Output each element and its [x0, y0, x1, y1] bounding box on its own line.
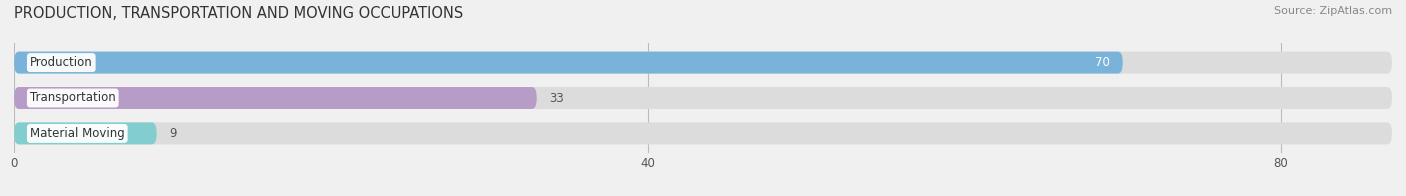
Text: Production: Production [30, 56, 93, 69]
Text: Material Moving: Material Moving [30, 127, 125, 140]
Text: Source: ZipAtlas.com: Source: ZipAtlas.com [1274, 6, 1392, 16]
Text: Transportation: Transportation [30, 92, 115, 104]
FancyBboxPatch shape [14, 52, 1392, 74]
FancyBboxPatch shape [14, 122, 156, 144]
FancyBboxPatch shape [14, 87, 1392, 109]
Text: 33: 33 [550, 92, 564, 104]
FancyBboxPatch shape [14, 122, 1392, 144]
Text: 70: 70 [1095, 56, 1109, 69]
FancyBboxPatch shape [14, 52, 1123, 74]
Text: PRODUCTION, TRANSPORTATION AND MOVING OCCUPATIONS: PRODUCTION, TRANSPORTATION AND MOVING OC… [14, 6, 464, 21]
FancyBboxPatch shape [14, 87, 537, 109]
Text: 9: 9 [169, 127, 177, 140]
